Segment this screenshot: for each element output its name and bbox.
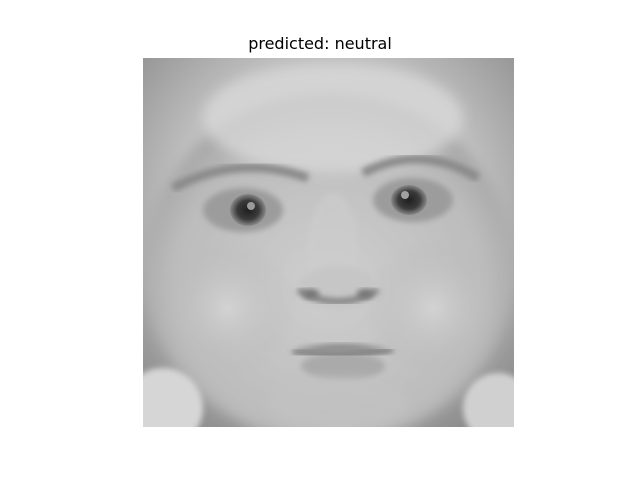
right-cheek [363, 238, 503, 378]
lower-lip [301, 352, 385, 380]
left-eye [230, 194, 266, 226]
left-cheek [158, 238, 298, 378]
face-image [143, 58, 514, 427]
lower-left-corner [143, 368, 203, 427]
face-image-svg [143, 58, 514, 427]
left-nostril [303, 289, 319, 299]
forehead-highlight [203, 63, 463, 173]
right-eye [391, 185, 427, 215]
mouth-line [292, 348, 394, 357]
left-brow [170, 163, 310, 192]
right-nostril [357, 289, 373, 299]
right-brow [360, 154, 481, 182]
left-eye-highlight [247, 202, 255, 210]
figure-title: predicted: neutral [248, 34, 392, 53]
lower-right-corner [463, 373, 514, 427]
chin [268, 378, 408, 427]
right-eye-highlight [401, 191, 409, 199]
